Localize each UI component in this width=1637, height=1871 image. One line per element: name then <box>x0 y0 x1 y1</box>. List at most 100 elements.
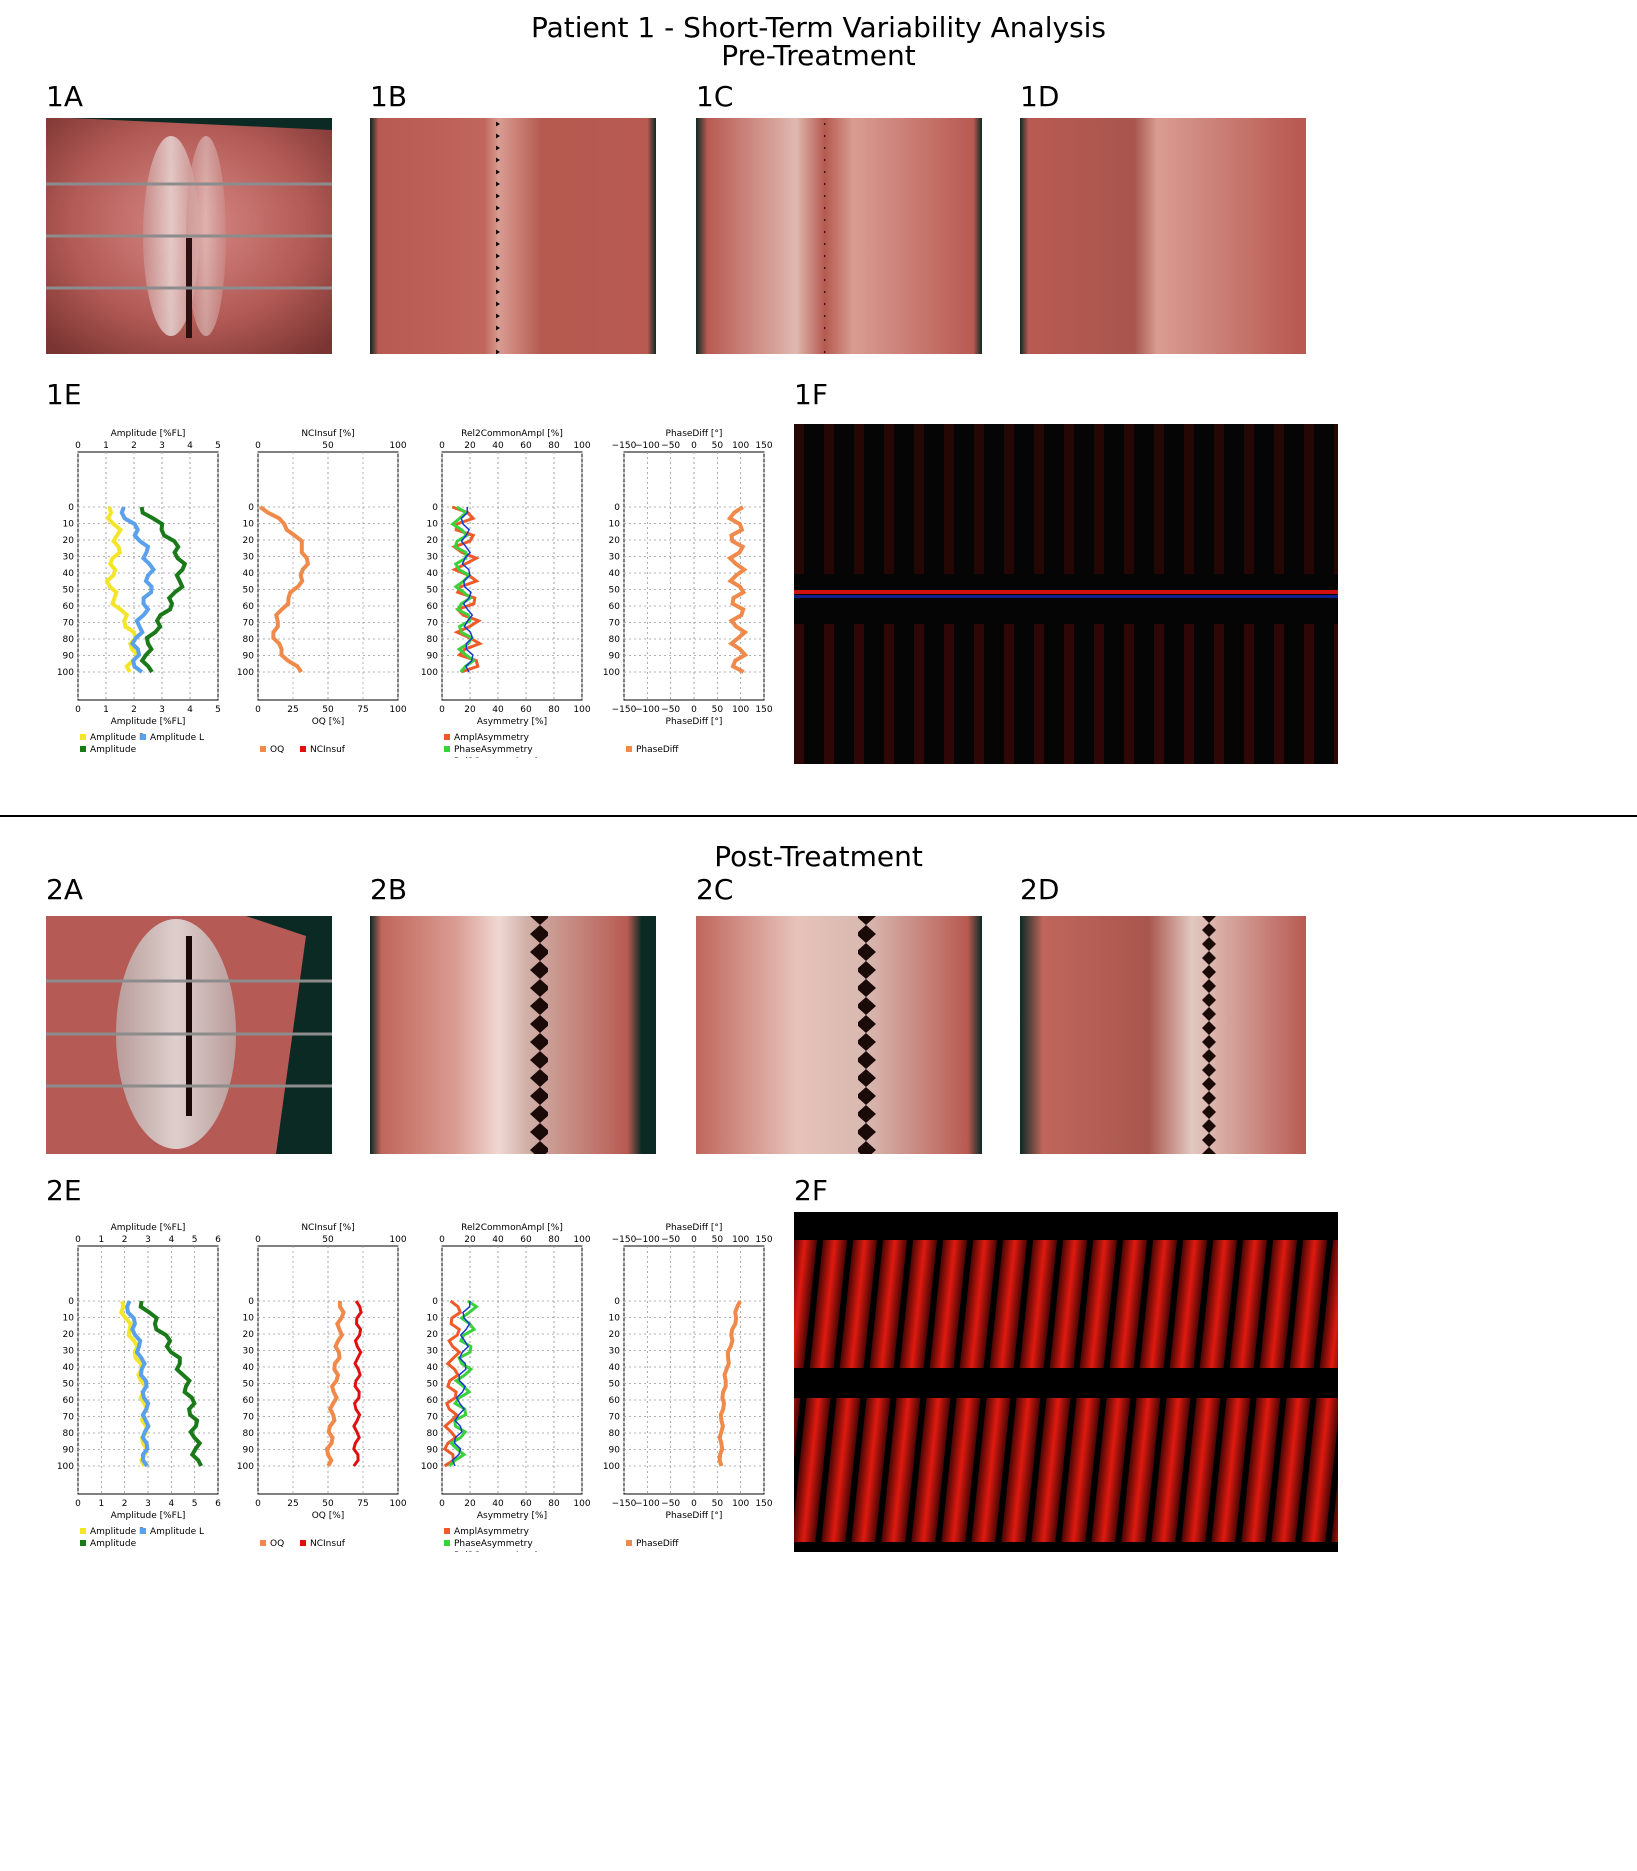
oq-xtick-top: 50 <box>322 441 334 451</box>
amp-xtick-top: 1 <box>103 441 109 451</box>
phase-series-0 <box>717 1300 742 1467</box>
amp-xtick-top: 0 <box>75 441 81 451</box>
amp-ytick: 90 <box>63 1446 75 1456</box>
oq-series-1 <box>352 1300 363 1467</box>
amp-series-2 <box>139 506 188 674</box>
phase-xtick-top: 50 <box>712 441 724 451</box>
oq-ytick: 50 <box>243 1380 255 1390</box>
amp-ytick: 10 <box>63 1314 75 1324</box>
oq-legend-label: OQ <box>270 1539 284 1549</box>
phase-xtick-bottom: 0 <box>691 705 697 715</box>
amp-xtick-bottom: 0 <box>75 705 81 715</box>
amp-xtick-bottom: 2 <box>122 1499 128 1509</box>
amp-xtick-bottom: 2 <box>131 705 137 715</box>
asym-xtick-top: 100 <box>573 441 590 451</box>
oq-ytick: 60 <box>243 602 255 612</box>
amp-ytick: 100 <box>57 668 74 678</box>
amp-xtick-bottom: 4 <box>187 705 193 715</box>
asym-xtick-bottom: 40 <box>492 1499 504 1509</box>
phase-xtick-top: −50 <box>661 441 680 451</box>
amp-xtick-top: 2 <box>122 1235 128 1245</box>
phase-ytick: 80 <box>609 1429 621 1439</box>
oq-ytick: 0 <box>248 1297 254 1307</box>
phase-ytick: 50 <box>609 1380 621 1390</box>
phase-ytick: 40 <box>609 569 621 579</box>
asym-ytick: 30 <box>427 1347 439 1357</box>
phonovibrogram-1f <box>794 424 1338 764</box>
asym-ytick: 60 <box>427 602 439 612</box>
phase-xtick-bottom: 0 <box>691 1499 697 1509</box>
phase-legend-label: PhaseDiff <box>636 745 679 755</box>
oq-top-label: NCInsuf [%] <box>301 429 354 439</box>
amp-xtick-top: 1 <box>98 1235 104 1245</box>
asym-xtick-bottom: 80 <box>548 1499 560 1509</box>
amp-series-1 <box>125 1300 151 1468</box>
amp-legend-swatch <box>140 734 146 740</box>
oq-xtick-top: 100 <box>389 441 406 451</box>
asym-ytick: 0 <box>432 1297 438 1307</box>
asym-xtick-top: 80 <box>548 1235 560 1245</box>
oq-legend-swatch <box>260 1540 266 1546</box>
amp-xtick-top: 4 <box>187 441 193 451</box>
asym-xtick-bottom: 60 <box>520 1499 532 1509</box>
panel-label-1e: 1E <box>46 378 82 411</box>
asym-xtick-top: 0 <box>439 441 445 451</box>
asym-bottom-label: Asymmetry [%] <box>477 717 547 727</box>
oq-xtick-bottom: 75 <box>357 1499 368 1509</box>
asym-ytick: 30 <box>427 553 439 563</box>
amp-series-2 <box>138 1300 203 1467</box>
panel-label-1f: 1F <box>794 378 828 411</box>
asym-legend-swatch <box>444 1540 450 1546</box>
amp-xtick-top: 3 <box>159 441 165 451</box>
phase-bottom-label: PhaseDiff [°] <box>666 717 723 727</box>
panel-label-1a: 1A <box>46 80 83 113</box>
phase-ytick: 90 <box>609 1446 621 1456</box>
asym-xtick-top: 20 <box>464 441 476 451</box>
amp-xtick-bottom: 3 <box>145 1499 151 1509</box>
oq-ytick: 70 <box>243 1413 255 1423</box>
oq-ytick: 100 <box>237 668 254 678</box>
asym-xtick-bottom: 80 <box>548 705 560 715</box>
oq-xtick-top: 50 <box>322 1235 334 1245</box>
asym-xtick-bottom: 100 <box>573 1499 590 1509</box>
amp-ytick: 90 <box>63 652 75 662</box>
phase-xtick-bottom: −100 <box>635 1499 660 1509</box>
amp-legend-label: Amplitude R <box>90 733 145 743</box>
phase-xtick-bottom: 150 <box>755 705 772 715</box>
amp-xtick-top: 6 <box>215 1235 221 1245</box>
oq-plot: 0 10 20 30 40 50 60 70 80 90 100 0 50 100 0 25 50 75 100 NC… <box>237 1223 407 1549</box>
phase-xtick-top: 150 <box>755 1235 772 1245</box>
asym-ytick: 10 <box>427 520 439 530</box>
oq-series-0 <box>258 505 311 674</box>
amp-top-label: Amplitude [%FL] <box>111 1223 186 1233</box>
phase-xtick-top: −100 <box>635 1235 660 1245</box>
phase-xtick-top: −100 <box>635 441 660 451</box>
oq-ytick: 20 <box>243 1330 255 1340</box>
amp-ytick: 40 <box>63 1363 75 1373</box>
asym-bottom-label: Asymmetry [%] <box>477 1511 547 1521</box>
phase-xtick-top: 50 <box>712 1235 724 1245</box>
amp-legend-label: Amplitude <box>90 745 137 755</box>
phase-ytick: 20 <box>609 536 621 546</box>
amp-xtick-top: 2 <box>131 441 137 451</box>
amp-legend-swatch <box>80 1528 86 1534</box>
oq-series-0 <box>324 1300 346 1467</box>
amp-legend-label: Amplitude <box>90 1539 137 1549</box>
oq-plot: 0 10 20 30 40 50 60 70 80 90 100 0 50 100 0 25 50 75 100 NC… <box>237 429 407 755</box>
section-divider <box>0 815 1637 817</box>
amp-legend-label: Amplitude R <box>90 1527 145 1537</box>
amp-legend-label: Amplitude L <box>150 733 204 743</box>
amp-ytick: 80 <box>63 635 75 645</box>
oq-bottom-label: OQ [%] <box>312 1511 345 1521</box>
amp-legend-swatch <box>80 1540 86 1546</box>
oq-top-label: NCInsuf [%] <box>301 1223 354 1233</box>
phase-ytick: 30 <box>609 1347 621 1357</box>
amp-xtick-bottom: 3 <box>159 705 165 715</box>
oq-xtick-bottom: 25 <box>287 1499 298 1509</box>
phase-xtick-bottom: 100 <box>732 705 749 715</box>
kymogram-1c <box>696 118 982 354</box>
oq-xtick-bottom: 100 <box>389 1499 406 1509</box>
amp-ytick: 30 <box>63 553 75 563</box>
amp-xtick-bottom: 1 <box>98 1499 104 1509</box>
asym-ytick: 20 <box>427 536 439 546</box>
